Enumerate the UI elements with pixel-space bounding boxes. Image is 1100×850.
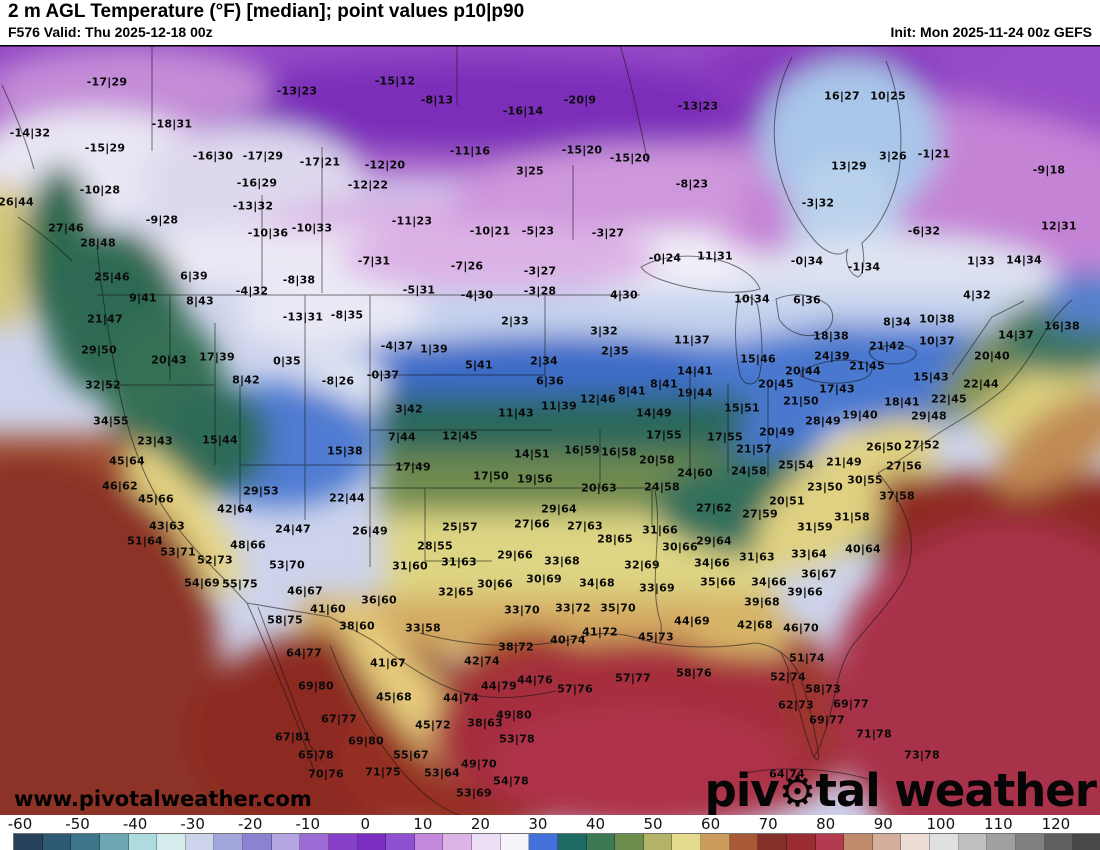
colorbar-cell — [243, 834, 272, 850]
colorbar-tick: 100 — [926, 815, 956, 833]
header-subrow: F576 Valid: Thu 2025-12-18 00z Init: Mon… — [8, 24, 1092, 42]
valid-time-label: F576 Valid: Thu 2025-12-18 00z — [8, 24, 213, 40]
colorbar-tick: -60 — [7, 815, 33, 833]
map-title: 2 m AGL Temperature (°F) [median]; point… — [8, 1, 525, 22]
colorbar-cell — [844, 834, 873, 850]
colorbar-cell — [758, 834, 787, 850]
colorbar-cell — [1015, 834, 1045, 850]
colorbar: -60 -50 -40 -30 -20 -10 0 10 20 30 40 50 60 70 80 90 100… — [0, 815, 1100, 850]
colorbar-cell — [872, 834, 902, 850]
colorbar-cell — [529, 834, 558, 850]
init-time-label: Init: Mon 2025-11-24 00z GEFS — [890, 24, 1092, 40]
colorbar-tick: 20 — [470, 815, 490, 833]
colorbar-cell — [701, 834, 730, 850]
colorbar-tick: -40 — [122, 815, 148, 833]
temperature-map: -17|29 -13|23 -15|12 -8|13 -16|14 -20|9 -13|23… — [0, 45, 1100, 815]
colorbar-cell — [901, 834, 930, 850]
colorbar-cell — [414, 834, 444, 850]
colorbar-cell — [557, 834, 587, 850]
colorbar-strip — [13, 833, 1100, 850]
temperature-shading — [0, 45, 1100, 815]
colorbar-cell — [14, 834, 43, 850]
colorbar-cell — [42, 834, 72, 850]
logo-text-suffix: tal weather — [815, 764, 1097, 815]
colorbar-cell — [214, 834, 243, 850]
watermark-url: www.pivotalweather.com — [14, 787, 312, 811]
colorbar-cell — [586, 834, 616, 850]
colorbar-cell — [729, 834, 759, 850]
colorbar-tick: 110 — [984, 815, 1013, 833]
header: 2 m AGL Temperature (°F) [median]; point… — [0, 0, 1100, 45]
colorbar-cell — [958, 834, 988, 850]
colorbar-cell — [500, 834, 530, 850]
colorbar-tick: 120 — [1041, 815, 1071, 833]
colorbar-tick: 60 — [701, 815, 721, 833]
colorbar-cell — [815, 834, 845, 850]
colorbar-cell — [157, 834, 186, 850]
colorbar-cell — [328, 834, 358, 850]
colorbar-cell — [386, 834, 415, 850]
colorbar-cell — [99, 834, 129, 850]
colorbar-cell — [71, 834, 100, 850]
colorbar-cell — [472, 834, 501, 850]
colorbar-cell — [1073, 834, 1100, 850]
colorbar-cell — [987, 834, 1016, 850]
colorbar-cell — [643, 834, 673, 850]
colorbar-tick: 40 — [585, 815, 606, 833]
colorbar-cell — [930, 834, 959, 850]
colorbar-tick: 0 — [360, 815, 371, 833]
colorbar-tick: 10 — [413, 815, 433, 833]
colorbar-tick: 70 — [758, 815, 778, 833]
colorbar-tick: 50 — [643, 815, 663, 833]
map-borders — [1, 45, 1073, 815]
colorbar-tick: 30 — [528, 815, 548, 833]
colorbar-ticks: -60 -50 -40 -30 -20 -10 0 10 20 30 40 50 60 70 80 90 100… — [0, 815, 1100, 833]
colorbar-cell — [300, 834, 329, 850]
colorbar-cell — [615, 834, 644, 850]
colorbar-tick: 90 — [873, 815, 893, 833]
colorbar-tick: -10 — [295, 815, 321, 833]
colorbar-cell — [443, 834, 472, 850]
logo-text-prefix: piv — [704, 764, 780, 815]
colorbar-cell — [128, 834, 158, 850]
colorbar-cell — [271, 834, 301, 850]
colorbar-tick: 80 — [816, 815, 836, 833]
colorbar-cell — [786, 834, 816, 850]
pivotal-weather-logo: piv⚙tal weather — [705, 767, 1097, 815]
colorbar-cell — [672, 834, 701, 850]
gear-icon: ⚙ — [778, 767, 817, 815]
colorbar-cell — [185, 834, 215, 850]
colorbar-cell — [357, 834, 387, 850]
colorbar-tick: -30 — [180, 815, 205, 833]
colorbar-tick: -20 — [237, 815, 263, 833]
colorbar-tick: -50 — [65, 815, 90, 833]
colorbar-cell — [1044, 834, 1074, 850]
